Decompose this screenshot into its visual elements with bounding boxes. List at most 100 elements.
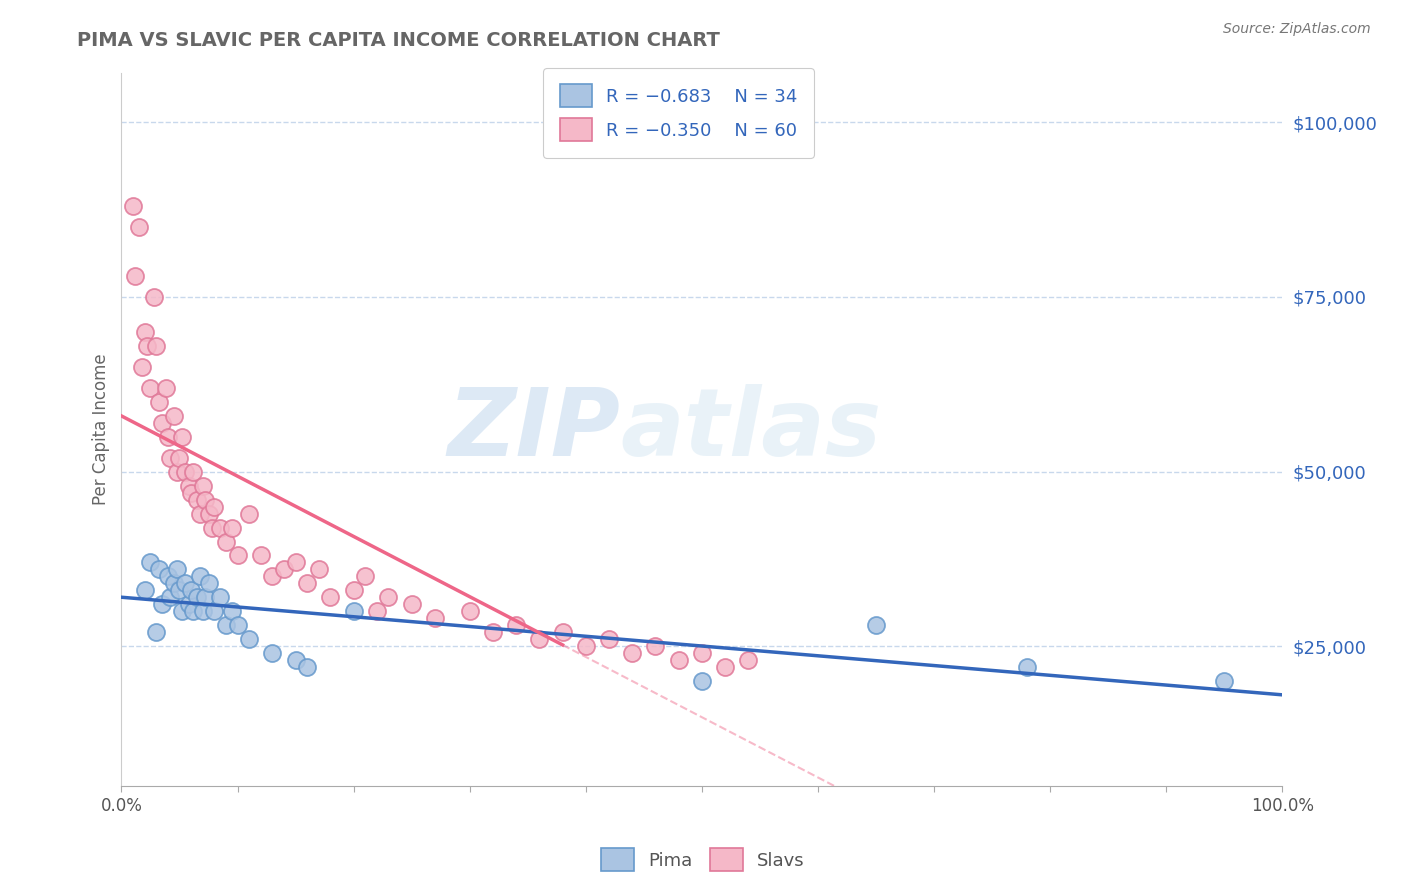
Point: [295, 660, 318, 674]
Point: [284, 556, 307, 570]
Point: [180, 485, 202, 500]
Point: [156, 430, 179, 444]
Point: [737, 653, 759, 667]
Point: [308, 562, 330, 576]
Point: [174, 465, 197, 479]
Point: [122, 199, 145, 213]
Point: [128, 219, 150, 234]
Point: [177, 598, 200, 612]
Point: [209, 591, 232, 605]
Point: [170, 604, 193, 618]
Point: [202, 500, 225, 514]
Point: [226, 549, 249, 563]
Point: [156, 569, 179, 583]
Point: [529, 632, 551, 647]
Point: [148, 562, 170, 576]
Point: [505, 618, 527, 632]
Point: [690, 674, 713, 689]
Point: [295, 576, 318, 591]
Point: [124, 268, 146, 283]
Point: [343, 583, 366, 598]
Point: [482, 625, 505, 640]
Point: [183, 604, 205, 618]
Point: [197, 507, 219, 521]
Point: [166, 465, 188, 479]
Point: [221, 604, 243, 618]
Point: [177, 478, 200, 492]
Point: [134, 583, 156, 598]
Point: [1015, 660, 1038, 674]
Point: [139, 381, 162, 395]
Point: [284, 653, 307, 667]
Point: [366, 604, 388, 618]
Point: [186, 492, 208, 507]
Point: [170, 430, 193, 444]
Point: [150, 598, 173, 612]
Text: atlas: atlas: [620, 384, 882, 475]
Point: [644, 640, 666, 654]
Point: [865, 618, 887, 632]
Point: [142, 290, 165, 304]
Point: [221, 520, 243, 534]
Point: [163, 409, 186, 423]
Point: [191, 604, 214, 618]
Point: [166, 562, 188, 576]
Point: [621, 646, 644, 660]
Point: [238, 632, 260, 647]
Point: [174, 576, 197, 591]
Point: [249, 549, 271, 563]
Point: [273, 562, 295, 576]
Point: [575, 640, 598, 654]
Point: [155, 381, 177, 395]
Point: [598, 632, 620, 647]
Point: [1213, 674, 1236, 689]
Point: [215, 618, 238, 632]
Point: [194, 492, 217, 507]
Point: [209, 520, 232, 534]
Point: [551, 625, 574, 640]
Point: [202, 604, 225, 618]
Point: [226, 618, 249, 632]
Point: [191, 478, 214, 492]
Point: [668, 653, 690, 667]
Point: [136, 339, 159, 353]
Y-axis label: Per Capita Income: Per Capita Income: [93, 354, 110, 506]
Legend: R = −0.683    N = 34, R = −0.350    N = 60: R = −0.683 N = 34, R = −0.350 N = 60: [543, 68, 814, 158]
Point: [197, 576, 219, 591]
Point: [714, 660, 737, 674]
Point: [186, 591, 208, 605]
Text: ZIP: ZIP: [447, 384, 620, 475]
Point: [690, 646, 713, 660]
Point: [148, 394, 170, 409]
Legend: Pima, Slavs: Pima, Slavs: [593, 841, 813, 879]
Point: [423, 611, 446, 625]
Point: [190, 569, 212, 583]
Point: [458, 604, 481, 618]
Point: [159, 591, 181, 605]
Point: [145, 339, 167, 353]
Point: [262, 646, 284, 660]
Point: [180, 583, 202, 598]
Point: [190, 507, 212, 521]
Point: [201, 520, 224, 534]
Point: [131, 359, 153, 374]
Point: [139, 556, 162, 570]
Point: [319, 591, 342, 605]
Point: [134, 325, 156, 339]
Point: [194, 591, 217, 605]
Point: [377, 591, 399, 605]
Point: [215, 534, 238, 549]
Point: [183, 465, 205, 479]
Point: [145, 625, 167, 640]
Point: [169, 450, 191, 465]
Point: [163, 576, 186, 591]
Text: PIMA VS SLAVIC PER CAPITA INCOME CORRELATION CHART: PIMA VS SLAVIC PER CAPITA INCOME CORRELA…: [77, 31, 720, 50]
Point: [169, 583, 191, 598]
Point: [343, 604, 366, 618]
Point: [262, 569, 284, 583]
Text: Source: ZipAtlas.com: Source: ZipAtlas.com: [1223, 22, 1371, 37]
Point: [238, 507, 260, 521]
Point: [354, 569, 377, 583]
Point: [150, 416, 173, 430]
Point: [159, 450, 181, 465]
